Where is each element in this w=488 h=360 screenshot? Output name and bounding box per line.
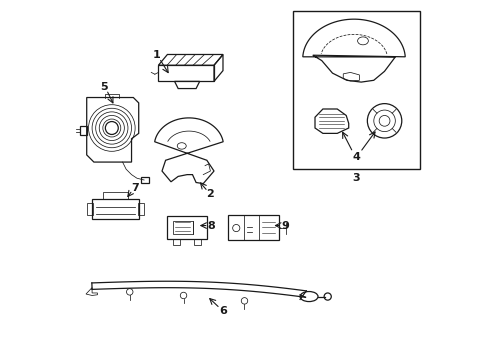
Bar [194,239,201,244]
Bar [138,203,144,215]
Bar [92,199,139,220]
Text: 9: 9 [281,221,288,230]
Bar [228,215,278,240]
Bar [167,216,206,239]
Bar [102,192,128,199]
Bar [86,203,93,215]
Text: 7: 7 [131,183,139,193]
Text: 4: 4 [352,152,360,162]
Text: 5: 5 [100,82,107,92]
Text: 2: 2 [206,189,214,199]
Text: 3: 3 [352,173,360,183]
Text: 6: 6 [219,306,226,316]
Text: 1: 1 [152,50,160,60]
Text: 8: 8 [207,221,215,230]
Bar [292,12,419,169]
Bar [172,221,192,234]
Bar [172,239,180,244]
